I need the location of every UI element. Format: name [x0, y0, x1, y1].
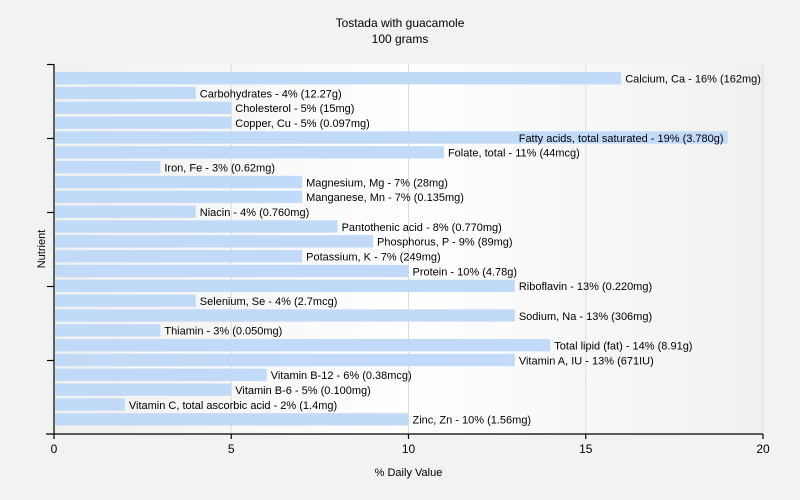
bar — [55, 294, 196, 307]
x-tick-label: 5 — [228, 442, 235, 456]
x-tick-label: 0 — [51, 442, 58, 456]
bar — [55, 339, 551, 352]
bar — [55, 279, 515, 292]
bar — [55, 264, 409, 278]
bar-data-label: Niacin - 4% (0.760mg) — [200, 207, 309, 219]
bar — [55, 324, 161, 337]
bars: Calcium, Ca - 16% (162mg) Carbohydrates -… — [55, 72, 761, 427]
bar-data-label: Copper, Cu - 5% (0.097mg) — [235, 118, 370, 130]
bar-data-label: Protein - 10% (4.78g) — [413, 266, 518, 278]
axes: 0 5 10 15 20 — [46, 63, 770, 456]
bar-data-label: Sodium, Na - 13% (306mg) — [519, 311, 652, 323]
bar-data-label: Carbohydrates - 4% (12.27g) — [200, 88, 342, 100]
chart-title: Tostada with guacamole — [335, 16, 465, 30]
bar-data-label: Iron, Fe - 3% (0.62mg) — [164, 162, 275, 174]
bar — [55, 190, 303, 203]
bar-data-label: Vitamin C, total ascorbic acid - 2% (1.4… — [129, 400, 337, 412]
bar-data-label: Vitamin B-12 - 6% (0.38mcg) — [271, 370, 412, 382]
bar — [55, 116, 232, 129]
bar-data-label: Zinc, Zn - 10% (1.56mg) — [413, 415, 532, 427]
x-tick-label: 10 — [402, 442, 416, 456]
bar-data-label: Fatty acids, total saturated - 19% (3.78… — [519, 133, 724, 145]
bar — [55, 368, 267, 381]
bar-data-label: Pantothenic acid - 8% (0.770mg) — [342, 222, 502, 234]
bar-data-label: Cholesterol - 5% (15mg) — [235, 103, 354, 115]
bar-data-label: Total lipid (fat) - 14% (8.91g) — [554, 340, 692, 352]
bar — [55, 353, 515, 367]
bar — [55, 146, 444, 159]
bar-data-label: Phosphorus, P - 9% (89mg) — [377, 237, 513, 249]
bar-data-label: Riboflavin - 13% (0.220mg) — [519, 281, 652, 293]
bar-data-label: Calcium, Ca - 16% (162mg) — [625, 73, 761, 85]
bar — [55, 86, 196, 100]
bar-data-label: Selenium, Se - 4% (2.7mcg) — [200, 296, 338, 308]
bar-data-label: Thiamin - 3% (0.050mg) — [164, 326, 282, 338]
bar-data-label: Manganese, Mn - 7% (0.135mg) — [306, 192, 464, 204]
x-axis-title: % Daily Value — [375, 467, 443, 479]
bar — [55, 383, 232, 396]
bar — [55, 131, 728, 144]
chart-title-block: Tostada with guacamole 100 grams — [0, 15, 800, 47]
bar — [55, 220, 338, 233]
bar — [55, 101, 232, 114]
bar-data-label: Magnesium, Mg - 7% (28mg) — [306, 177, 448, 189]
y-axis-title: Nutrient — [36, 230, 48, 269]
bar — [55, 250, 303, 263]
bar-data-label: Vitamin A, IU - 13% (671IU) — [519, 355, 654, 367]
bar — [55, 175, 303, 189]
bar-data-label: Vitamin B-6 - 5% (0.100mg) — [235, 385, 371, 397]
bar — [55, 161, 161, 174]
bar — [55, 205, 196, 218]
bar-data-label: Potassium, K - 7% (249mg) — [306, 251, 441, 263]
x-tick-label: 15 — [579, 442, 593, 456]
bar — [55, 413, 409, 426]
x-tick-label: 20 — [756, 442, 770, 456]
chart-subtitle: 100 grams — [371, 32, 429, 46]
bar — [55, 398, 125, 411]
bar — [55, 72, 622, 85]
bar — [55, 309, 515, 322]
bar-data-label: Folate, total - 11% (44mcg) — [448, 148, 580, 160]
bar — [55, 235, 374, 248]
